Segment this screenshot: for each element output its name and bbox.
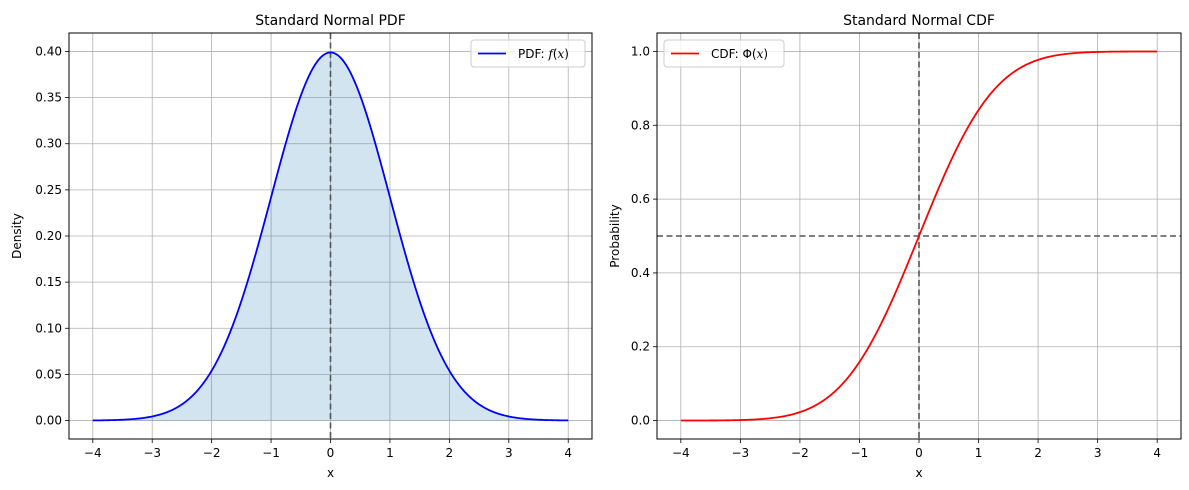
cdf-x-tick-label: 3 bbox=[1094, 446, 1102, 460]
pdf-x-axis-label: x bbox=[327, 466, 334, 480]
pdf-x-tick-label: 0 bbox=[327, 446, 335, 460]
cdf-legend: CDF: Φ(x) bbox=[663, 39, 785, 68]
cdf-x-tick-label: −1 bbox=[851, 446, 869, 460]
cdf-y-tick-label: 0.4 bbox=[631, 266, 650, 280]
pdf-y-axis-label: Density bbox=[10, 213, 24, 259]
cdf-y-tick-label: 0.2 bbox=[631, 340, 650, 354]
cdf-y-tick-label: 1.0 bbox=[631, 44, 650, 58]
pdf-y-ticks: 0.00 0.05 0.10 0.15 0.20 0.25 0.30 0.35 0.40 bbox=[35, 44, 69, 428]
cdf-x-tick-label: 2 bbox=[1034, 446, 1042, 460]
pdf-y-tick-label: 0.30 bbox=[35, 137, 62, 151]
cdf-x-tick-label: 4 bbox=[1153, 446, 1161, 460]
pdf-y-tick-label: 0.35 bbox=[35, 91, 62, 105]
pdf-y-tick-label: 0.25 bbox=[35, 183, 62, 197]
pdf-y-tick-label: 0.20 bbox=[35, 229, 62, 243]
cdf-x-axis-label: x bbox=[915, 466, 922, 480]
pdf-x-ticks: −4 −3 −2 −1 0 1 2 3 4 bbox=[84, 439, 572, 460]
pdf-chart-title: Standard Normal PDF bbox=[255, 13, 406, 29]
pdf-y-tick-label: 0.00 bbox=[35, 414, 62, 428]
pdf-x-tick-label: −2 bbox=[203, 446, 221, 460]
pdf-x-tick-label: −4 bbox=[84, 446, 102, 460]
cdf-x-tick-label: −3 bbox=[732, 446, 750, 460]
cdf-legend-box bbox=[663, 39, 785, 68]
pdf-x-tick-label: −3 bbox=[143, 446, 161, 460]
pdf-x-tick-label: 1 bbox=[386, 446, 394, 460]
cdf-y-tick-label: 0.6 bbox=[631, 192, 650, 206]
cdf-y-tick-label: 0.8 bbox=[631, 118, 650, 132]
pdf-x-tick-label: 4 bbox=[564, 446, 572, 460]
cdf-y-tick-label: 0.0 bbox=[631, 414, 650, 428]
cdf-x-tick-label: 1 bbox=[975, 446, 983, 460]
pdf-series-line bbox=[92, 51, 569, 422]
pdf-series-layer bbox=[92, 51, 569, 422]
cdf-chart-title: Standard Normal CDF bbox=[843, 13, 995, 29]
cdf-y-ticks: 0.0 0.2 0.4 0.6 0.8 1.0 bbox=[631, 44, 657, 428]
pdf-chart: −4 −3 −2 −1 0 1 2 3 4 0.000.050.100.150.200.250.… bbox=[10, 13, 593, 480]
cdf-legend-label: CDF: Φ(x) bbox=[711, 47, 768, 61]
pdf-y-tick-label: 0.10 bbox=[35, 321, 62, 335]
pdf-legend-label: PDF: f(x) bbox=[518, 47, 569, 61]
pdf-y-tick-label: 0.05 bbox=[35, 367, 62, 381]
cdf-x-tick-label: −2 bbox=[791, 446, 809, 460]
pdf-x-tick-label: −1 bbox=[262, 446, 280, 460]
cdf-x-tick-label: 0 bbox=[915, 446, 923, 460]
cdf-x-ticks: −4 −3 −2 −1 0 1 2 3 4 bbox=[672, 439, 1161, 460]
pdf-x-tick-label: 2 bbox=[446, 446, 454, 460]
pdf-x-tick-label: 3 bbox=[505, 446, 513, 460]
cdf-chart: −4 −3 −2 −1 0 1 2 3 4 0.0 0.2 0.4 0.6 0.8 1.0 Standar… bbox=[608, 13, 1182, 480]
pdf-legend-box bbox=[470, 39, 586, 68]
cdf-x-tick-label: −4 bbox=[672, 446, 690, 460]
cdf-series-line bbox=[680, 50, 1158, 422]
pdf-y-tick-label: 0.40 bbox=[35, 44, 62, 58]
cdf-y-axis-label: Probability bbox=[608, 204, 622, 267]
pdf-y-tick-label: 0.15 bbox=[35, 275, 62, 289]
cdf-series-layer bbox=[680, 50, 1158, 422]
pdf-legend: PDF: f(x) bbox=[470, 39, 586, 68]
